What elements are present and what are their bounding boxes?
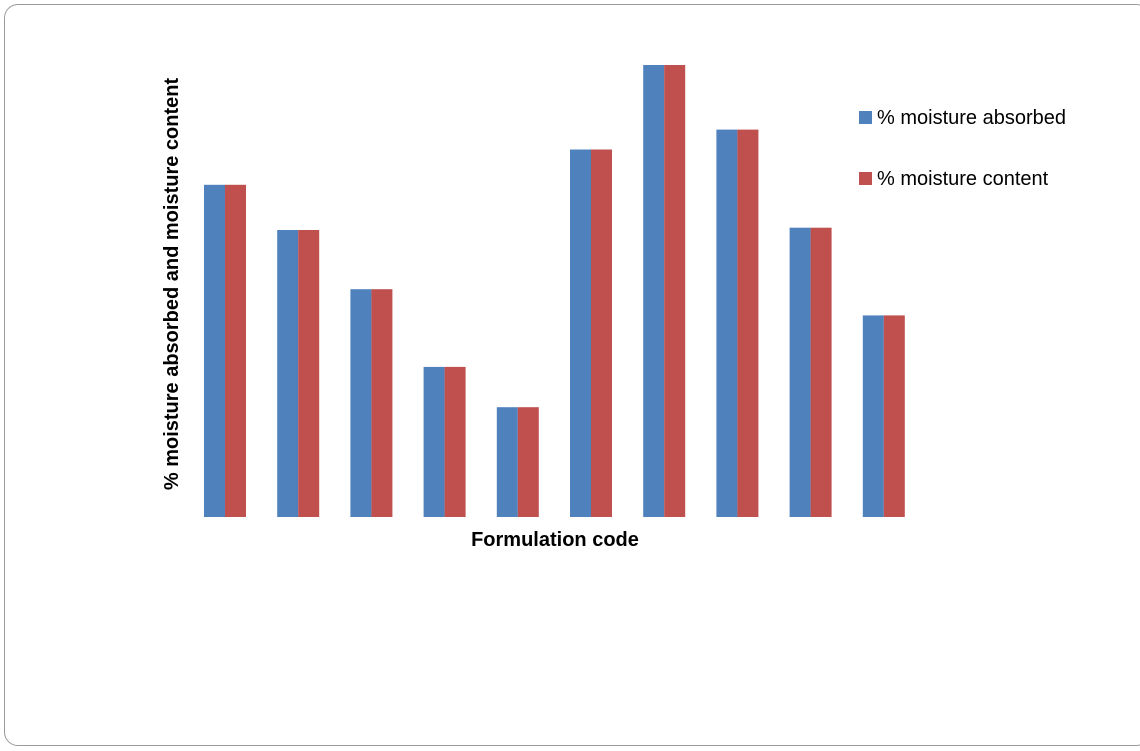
bar-moisture-absorbed-5 [496, 407, 518, 517]
chart-frame [4, 4, 1140, 746]
bar-moisture-absorbed-7 [643, 65, 665, 517]
bar-moisture-content-10 [883, 315, 905, 517]
bar-moisture-content-5 [517, 407, 539, 517]
bar-moisture-absorbed-8 [716, 129, 738, 517]
bars-group [204, 65, 905, 518]
bar-moisture-absorbed-10 [862, 315, 884, 517]
x-axis-title: Formulation code [471, 529, 639, 551]
bar-moisture-content-9 [810, 227, 832, 517]
bar-moisture-content-4 [444, 366, 466, 517]
legend-swatch-moisture-content [859, 172, 872, 185]
legend-label-moisture-content: % moisture content [877, 168, 1049, 190]
bar-moisture-absorbed-1 [204, 184, 225, 518]
bar-moisture-content-7 [664, 65, 686, 517]
bar-moisture-content-6 [591, 149, 612, 517]
bar-moisture-content-3 [371, 289, 393, 517]
y-axis-title: % moisture absorbed and moisture content [161, 78, 183, 491]
bar-moisture-absorbed-9 [789, 227, 811, 517]
bar-moisture-content-2 [298, 230, 320, 517]
legend-swatch-moisture-absorbed [859, 111, 872, 124]
bar-moisture-absorbed-6 [570, 149, 591, 517]
legend: % moisture absorbed % moisture content [859, 107, 1066, 190]
bar-moisture-content-1 [225, 184, 246, 518]
legend-label-moisture-absorbed: % moisture absorbed [877, 107, 1066, 129]
bar-moisture-content-8 [737, 129, 759, 517]
bar-moisture-absorbed-2 [277, 230, 299, 517]
bar-moisture-absorbed-3 [350, 289, 372, 517]
bar-moisture-absorbed-4 [423, 366, 445, 517]
